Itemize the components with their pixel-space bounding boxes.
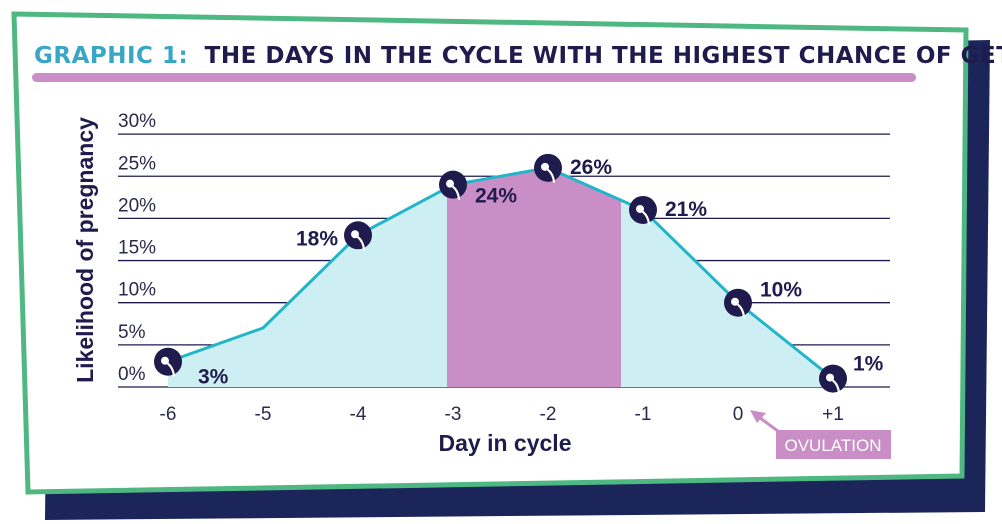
y-tick-label: 25% — [118, 153, 156, 174]
marker-head — [731, 297, 739, 306]
data-point-marker — [629, 195, 657, 226]
data-point-marker — [724, 288, 752, 318]
marker-tail — [736, 303, 746, 318]
marker-tail — [166, 362, 176, 377]
data-markers: 3% 18% 24% 26% 21% 10% 1% — [154, 153, 884, 394]
y-axis-title: Likelihood of pregnancy — [72, 117, 98, 383]
marker-head — [826, 373, 834, 382]
marker-tail — [451, 185, 461, 200]
ovulation-annotation: OVULATION — [750, 410, 891, 459]
x-tick-label: -1 — [635, 404, 652, 425]
x-tick-label: +1 — [822, 404, 844, 425]
marker-head — [161, 356, 169, 365]
marker-tail — [641, 210, 651, 226]
data-point-marker — [154, 347, 182, 377]
x-tick-label: 0 — [733, 404, 744, 425]
x-tick-label: -5 — [255, 404, 272, 425]
ovulation-arrow-head — [750, 410, 766, 423]
x-tick-label: -3 — [445, 404, 462, 425]
marker-head — [541, 162, 549, 171]
title-main: THE DAYS IN THE CYCLE WITH THE HIGHEST C… — [205, 43, 1002, 69]
x-axis-ticks: -6 -5 -4 -3 -2 -1 0 +1 — [160, 404, 844, 425]
y-tick-label: 0% — [118, 364, 146, 385]
plot-area — [167, 166, 834, 387]
series-line — [167, 166, 834, 380]
data-label: 10% — [760, 279, 802, 302]
marker-head — [636, 204, 644, 213]
chart-title: GRAPHIC 1: THE DAYS IN THE CYCLE WITH TH… — [34, 43, 1002, 69]
data-label: 1% — [853, 353, 884, 376]
data-point-marker — [534, 153, 562, 183]
title-prefix: GRAPHIC 1: — [34, 43, 188, 69]
x-tick-label: -6 — [160, 404, 177, 425]
y-axis-ticks: 0% 5% 10% 15% 20% 25% 30% — [118, 111, 156, 385]
x-axis-title: Day in cycle — [439, 430, 572, 456]
title-underline — [32, 73, 916, 82]
marker-tail — [356, 236, 366, 251]
data-label: 26% — [570, 156, 612, 179]
data-point-marker — [439, 170, 467, 200]
peak-band — [447, 167, 621, 387]
y-tick-label: 5% — [118, 322, 146, 343]
data-point-marker — [819, 364, 847, 394]
marker-tail — [831, 379, 841, 394]
marker-tail — [546, 168, 556, 183]
x-tick-label: -2 — [540, 404, 557, 425]
marker-head — [446, 179, 454, 188]
y-tick-label: 30% — [118, 111, 156, 132]
data-label: 21% — [665, 198, 707, 221]
data-label: 18% — [296, 227, 338, 250]
y-tick-label: 15% — [118, 238, 156, 259]
x-tick-label: -4 — [350, 404, 367, 425]
y-tick-label: 10% — [118, 280, 156, 301]
y-tick-label: 20% — [118, 195, 156, 216]
ovulation-badge — [776, 430, 891, 459]
data-point-marker — [344, 221, 372, 251]
data-label: 24% — [475, 185, 517, 208]
marker-head — [351, 230, 359, 239]
ovulation-label: OVULATION — [785, 436, 882, 455]
data-label: 3% — [198, 366, 229, 389]
